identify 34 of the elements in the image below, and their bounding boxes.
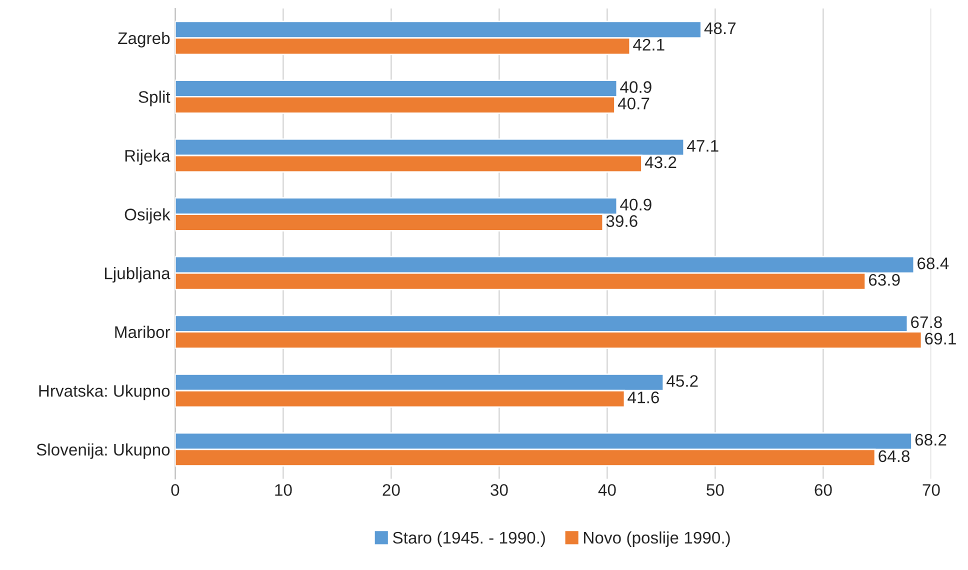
x-tick-label: 30	[490, 484, 508, 496]
data-label: 64.8	[878, 450, 910, 462]
x-tick-label: 0	[171, 484, 180, 496]
x-tick-label: 40	[598, 484, 616, 496]
y-tick-label: Split	[138, 90, 170, 106]
data-label: 67.8	[911, 316, 942, 328]
x-tick-label: 70	[922, 484, 940, 496]
data-label: 39.6	[606, 215, 638, 227]
data-label: 42.1	[633, 38, 664, 50]
data-label: 45.2	[666, 375, 698, 387]
data-label: 43.2	[644, 156, 676, 168]
data-label: 41.6	[628, 392, 659, 404]
data-label: 68.4	[918, 258, 949, 270]
x-tick-label: 50	[706, 484, 724, 496]
y-tick-label: Slovenija: Ukupno	[36, 443, 170, 459]
data-label: 63.9	[868, 274, 900, 286]
x-tick-label: 60	[814, 484, 832, 496]
x-tick-label: 10	[275, 484, 292, 496]
y-tick-label: Osijek	[124, 208, 170, 224]
data-label: 40.9	[620, 81, 652, 93]
data-label: 40.9	[620, 198, 652, 211]
data-label: 40.7	[618, 98, 650, 110]
y-tick-label: Ljubljana	[104, 267, 170, 283]
x-tick-label: 20	[382, 484, 400, 496]
y-tick-label: Maribor	[115, 326, 170, 338]
data-label: 68.2	[915, 434, 946, 446]
data-label: 69.1	[925, 332, 956, 345]
y-tick-label: Zagreb	[118, 32, 170, 48]
data-label: 48.7	[704, 22, 736, 34]
y-tick-label: Hrvatska: Ukupno	[39, 384, 170, 400]
legend-label: Novo (poslije 1990.)	[584, 531, 730, 547]
y-tick-label: Rijeka	[125, 149, 170, 165]
legend-label: Staro (1945. - 1990.)	[392, 531, 545, 547]
data-label: 47.1	[687, 140, 718, 152]
